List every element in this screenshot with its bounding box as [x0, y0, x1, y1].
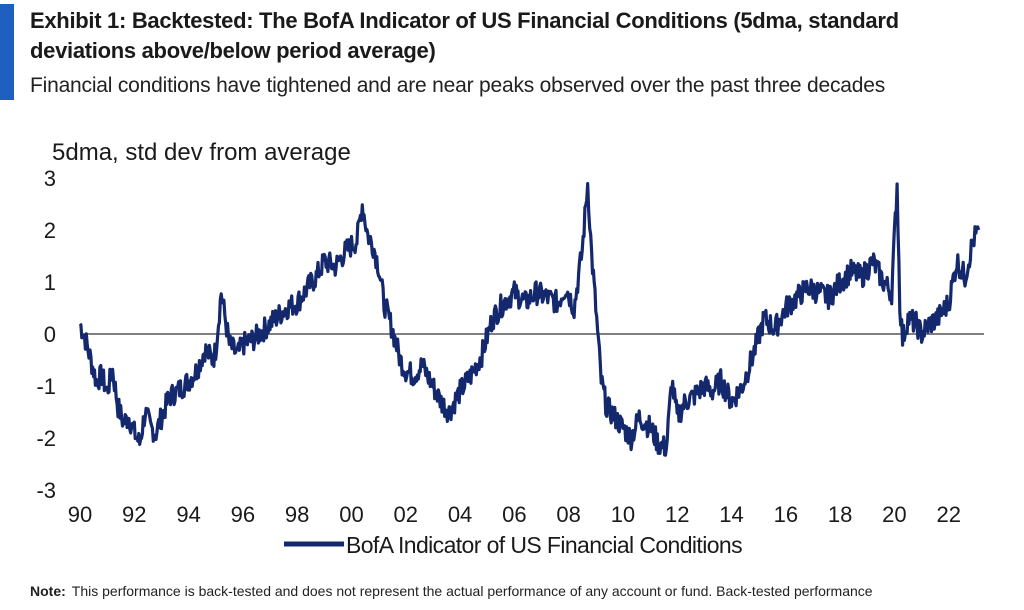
x-tick-label: 08	[556, 502, 580, 527]
y-tick-label: 0	[44, 322, 56, 347]
note-label: Note:	[30, 583, 66, 599]
y-tick-label: 2	[44, 218, 56, 243]
x-tick-label: 20	[882, 502, 906, 527]
exhibit-title: Exhibit 1: Backtested: The BofA Indicato…	[30, 8, 899, 63]
note: Note: This performance is back-tested and…	[30, 583, 1020, 599]
x-tick-label: 94	[176, 502, 200, 527]
x-tick-label: 12	[665, 502, 689, 527]
exhibit-subtitle: Financial conditions have tightened and …	[30, 74, 886, 97]
y-axis-label: 5dma, std dev from average	[52, 139, 351, 166]
legend: BofA Indicator of US Financial Condition…	[284, 532, 743, 558]
x-tick-label: 96	[231, 502, 255, 527]
legend-label: BofA Indicator of US Financial Condition…	[346, 532, 742, 558]
x-tick-label: 06	[502, 502, 526, 527]
x-tick-label: 04	[448, 502, 472, 527]
x-tick-label: 16	[774, 502, 798, 527]
x-tick-label: 98	[285, 502, 309, 527]
y-tick-label: 3	[44, 166, 56, 191]
chart-area: 5dma, std dev from average 3 2 1 0 -1 -2 -3 90…	[0, 130, 1024, 570]
x-tick-label: 10	[611, 502, 635, 527]
y-tick-label: -3	[36, 478, 56, 503]
x-tick-label: 90	[68, 502, 92, 527]
y-tick-label: -2	[36, 426, 56, 451]
note-text: This performance is back-tested and does…	[71, 583, 873, 599]
x-tick-label: 22	[936, 502, 960, 527]
y-tick-label: 1	[44, 270, 56, 295]
x-tick-label: 14	[719, 502, 743, 527]
series-line	[78, 182, 981, 457]
y-tick-label: -1	[36, 374, 56, 399]
x-tick-label: 02	[394, 502, 418, 527]
x-tick-label: 92	[122, 502, 146, 527]
x-tick-label: 18	[828, 502, 852, 527]
accent-bar	[0, 4, 14, 100]
x-tick-label: 00	[339, 502, 363, 527]
